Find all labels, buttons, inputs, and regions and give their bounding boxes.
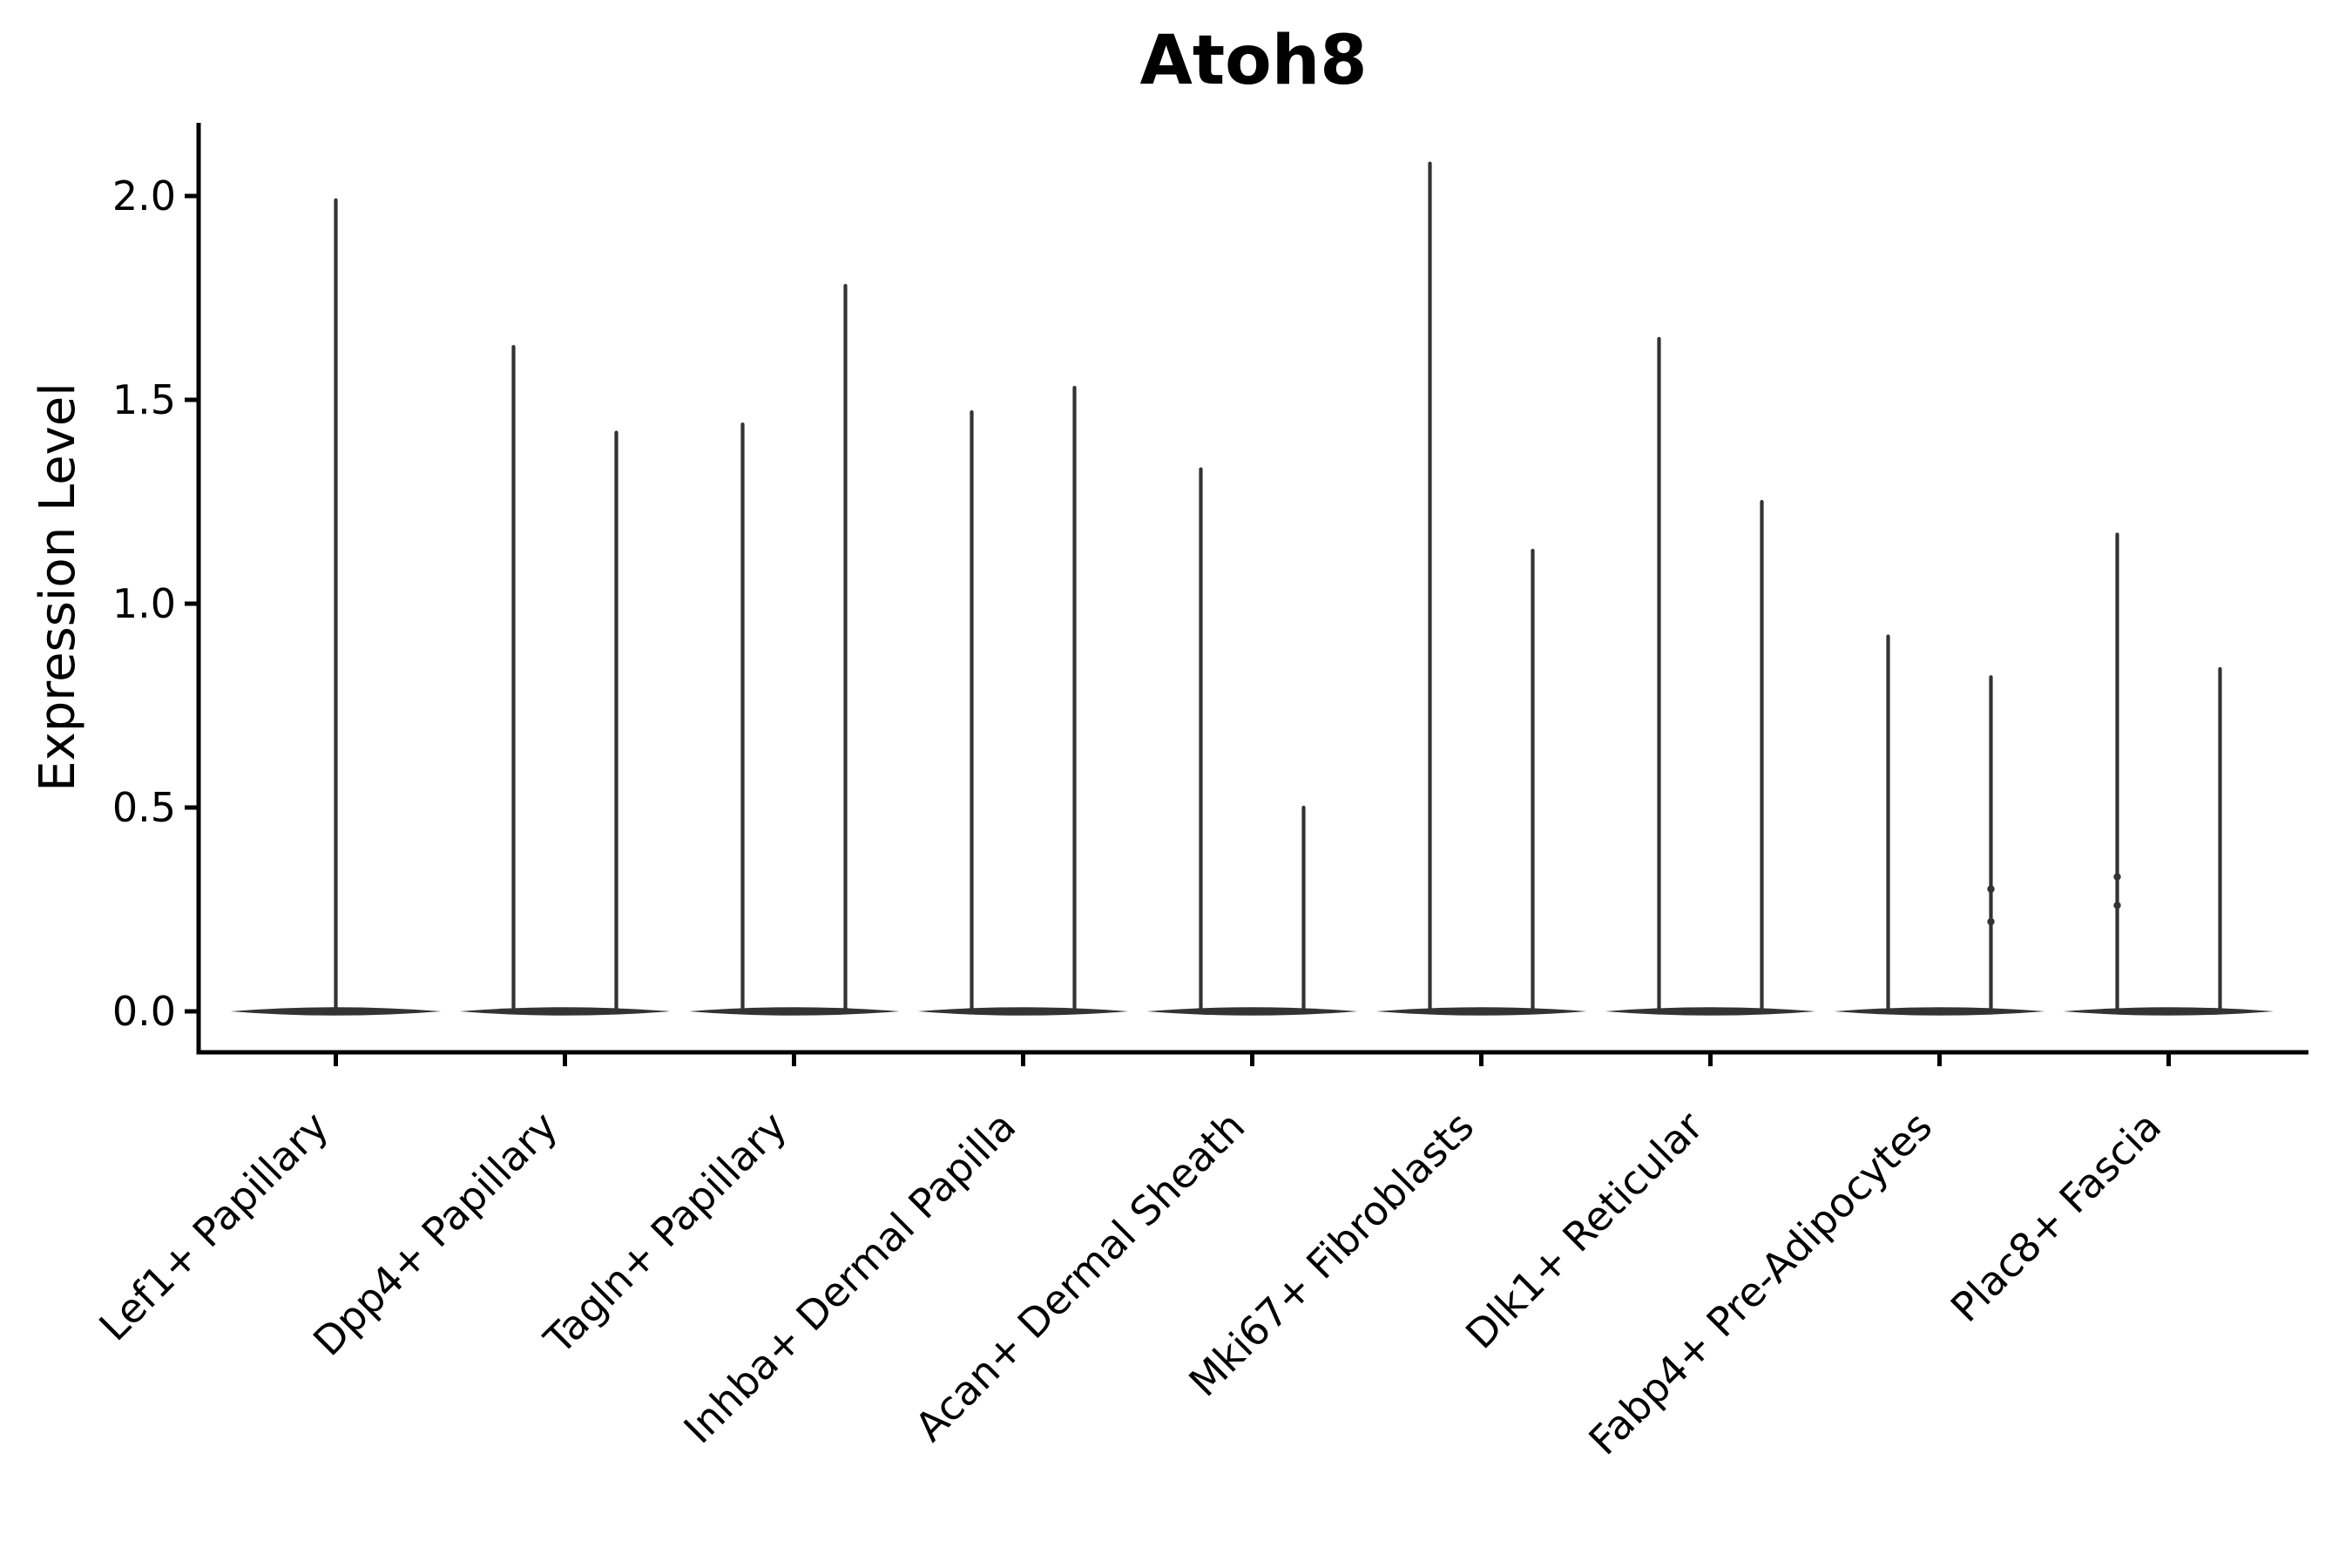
violin-body xyxy=(917,1007,1129,1016)
y-tick-label: 1.0 xyxy=(112,580,176,627)
violin-body xyxy=(688,1007,900,1016)
data-point-dot xyxy=(1987,917,1995,926)
chart-title: Atoh8 xyxy=(1139,22,1367,100)
violin-body xyxy=(1605,1007,1816,1016)
violin-body xyxy=(1375,1007,1587,1016)
x-tick-label: Lef1+ Papillary xyxy=(90,1103,337,1350)
data-point-dot xyxy=(2113,873,2121,881)
data-point-dot xyxy=(2113,902,2121,909)
violin-body xyxy=(1146,1007,1358,1016)
x-tick-label: Plac8+ Fascia xyxy=(1942,1103,2170,1331)
y-tick-label: 0.0 xyxy=(112,988,176,1035)
x-tick-label: Dlk1+ Reticular xyxy=(1456,1103,1712,1358)
y-tick-label: 2.0 xyxy=(112,172,176,220)
data-point-dot xyxy=(1987,885,1995,893)
y-tick-label: 0.5 xyxy=(112,784,176,831)
violin-body xyxy=(2063,1007,2274,1016)
violin-body xyxy=(1834,1007,2045,1016)
y-axis-label: Expression Level xyxy=(30,382,86,792)
violin-body xyxy=(459,1007,671,1016)
x-tick-label: Tagln+ Papillary xyxy=(535,1103,796,1364)
x-tick-label: Dpp4+ Papillary xyxy=(304,1103,566,1365)
y-tick-label: 1.5 xyxy=(112,376,176,423)
